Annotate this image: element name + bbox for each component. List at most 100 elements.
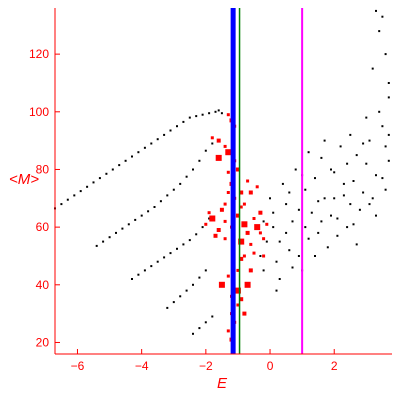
- data-point-s0-2: [66, 198, 69, 201]
- data-point-s6-8: [204, 222, 208, 226]
- data-point-s6-49: [244, 281, 251, 288]
- data-point-s0-27: [220, 112, 223, 115]
- data-point-s5-72: [265, 240, 268, 243]
- data-point-s2-2: [143, 269, 146, 272]
- data-point-s5-16: [375, 174, 377, 177]
- data-point-s5-74: [269, 197, 271, 200]
- data-point-s0-4: [79, 190, 82, 193]
- data-point-s6-1: [223, 144, 227, 148]
- data-point-s5-69: [368, 203, 371, 206]
- data-point-s2-0: [131, 278, 133, 280]
- x-axis-title: E: [217, 375, 228, 392]
- data-point-s5-31: [352, 180, 355, 182]
- data-point-s6-23: [236, 303, 240, 307]
- data-point-s6-33: [235, 167, 240, 172]
- data-point-s5-42: [387, 96, 390, 99]
- data-point-s0-24: [208, 112, 211, 115]
- data-point-s6-15: [245, 230, 250, 235]
- data-point-s1-0: [95, 244, 98, 247]
- data-point-s6-54: [239, 190, 244, 195]
- data-point-s5-39: [378, 30, 381, 33]
- data-point-s5-3: [291, 220, 294, 223]
- data-point-s5-6: [310, 211, 313, 214]
- data-point-s0-13: [137, 151, 140, 154]
- axes-layer: [54, 8, 392, 355]
- data-point-s6-24: [242, 311, 247, 316]
- data-point-s5-35: [378, 110, 381, 113]
- data-point-s4-1: [198, 327, 201, 330]
- data-point-s5-50: [323, 139, 326, 142]
- data-point-s5-57: [342, 194, 345, 197]
- data-point-s6-13: [239, 205, 243, 209]
- x-tick-label-3: 0: [267, 359, 274, 373]
- data-point-s5-63: [362, 142, 365, 145]
- data-point-s5-59: [375, 214, 377, 217]
- data-point-s6-10: [223, 237, 227, 241]
- data-point-s5-47: [336, 234, 339, 237]
- y-tick-label-4: 100: [29, 105, 49, 119]
- points-layer: [54, 9, 390, 342]
- data-point-s3-0: [166, 306, 169, 309]
- data-point-s4-2: [204, 321, 207, 324]
- data-point-s1-18: [211, 142, 214, 145]
- data-point-s6-37: [210, 136, 214, 140]
- data-point-s5-15: [368, 139, 371, 142]
- data-point-s6-4: [226, 191, 230, 194]
- data-point-s2-7: [176, 247, 178, 250]
- data-point-s0-1: [60, 203, 63, 206]
- data-point-s3-1: [172, 301, 175, 304]
- data-point-s5-44: [285, 231, 288, 234]
- data-point-s3-3: [185, 289, 188, 292]
- data-point-s5-2: [285, 203, 288, 206]
- data-point-s5-7: [317, 231, 320, 234]
- data-point-s0-20: [182, 120, 185, 123]
- data-point-s1-13: [179, 182, 182, 185]
- data-point-s5-21: [288, 249, 291, 252]
- data-point-s4-0: [192, 332, 194, 335]
- data-point-s2-6: [169, 252, 172, 255]
- data-point-s1-8: [147, 210, 150, 213]
- data-point-s5-1: [278, 240, 281, 243]
- data-point-s6-30: [248, 190, 253, 195]
- data-point-s1-16: [198, 159, 201, 162]
- data-point-s5-60: [384, 188, 387, 191]
- data-point-s5-48: [352, 223, 355, 226]
- data-point-s6-5: [223, 202, 227, 206]
- data-point-s6-45: [258, 210, 263, 215]
- data-point-s6-18: [239, 256, 244, 261]
- data-point-s6-2: [226, 170, 230, 174]
- data-point-s1-1: [102, 240, 105, 243]
- data-point-s1-3: [115, 231, 117, 234]
- data-point-s6-57: [239, 297, 244, 302]
- data-point-s2-11: [201, 226, 204, 229]
- data-point-s5-67: [320, 156, 323, 159]
- x-tick-label-0: −6: [71, 359, 85, 373]
- y-tick-label-0: 20: [36, 335, 50, 349]
- data-point-s5-54: [291, 266, 294, 269]
- data-point-s5-41: [381, 15, 384, 18]
- data-point-s0-14: [143, 146, 146, 149]
- data-point-s5-24: [307, 237, 310, 240]
- data-point-s0-22: [195, 115, 198, 118]
- data-point-s3-2: [179, 295, 182, 298]
- data-point-s5-36: [384, 145, 387, 148]
- data-point-s6-17: [252, 251, 256, 255]
- data-point-s6-16: [249, 242, 253, 246]
- data-point-s1-6: [134, 218, 137, 221]
- data-point-s6-9: [213, 233, 218, 238]
- x-tick-label-2: −2: [199, 359, 213, 373]
- data-point-s1-4: [121, 227, 124, 230]
- data-point-s0-15: [150, 142, 153, 145]
- data-point-s1-2: [108, 236, 111, 239]
- data-point-s6-56: [234, 287, 241, 294]
- data-point-s5-56: [330, 214, 332, 217]
- data-point-s2-1: [137, 273, 140, 276]
- data-point-s6-31: [255, 185, 259, 189]
- data-point-s6-51: [216, 228, 221, 232]
- data-point-s1-7: [140, 214, 143, 217]
- data-point-s5-49: [307, 151, 310, 154]
- data-point-s2-8: [182, 243, 185, 246]
- data-point-s6-32: [246, 179, 250, 183]
- data-point-s2-12: [208, 217, 211, 220]
- data-point-s1-11: [166, 194, 169, 197]
